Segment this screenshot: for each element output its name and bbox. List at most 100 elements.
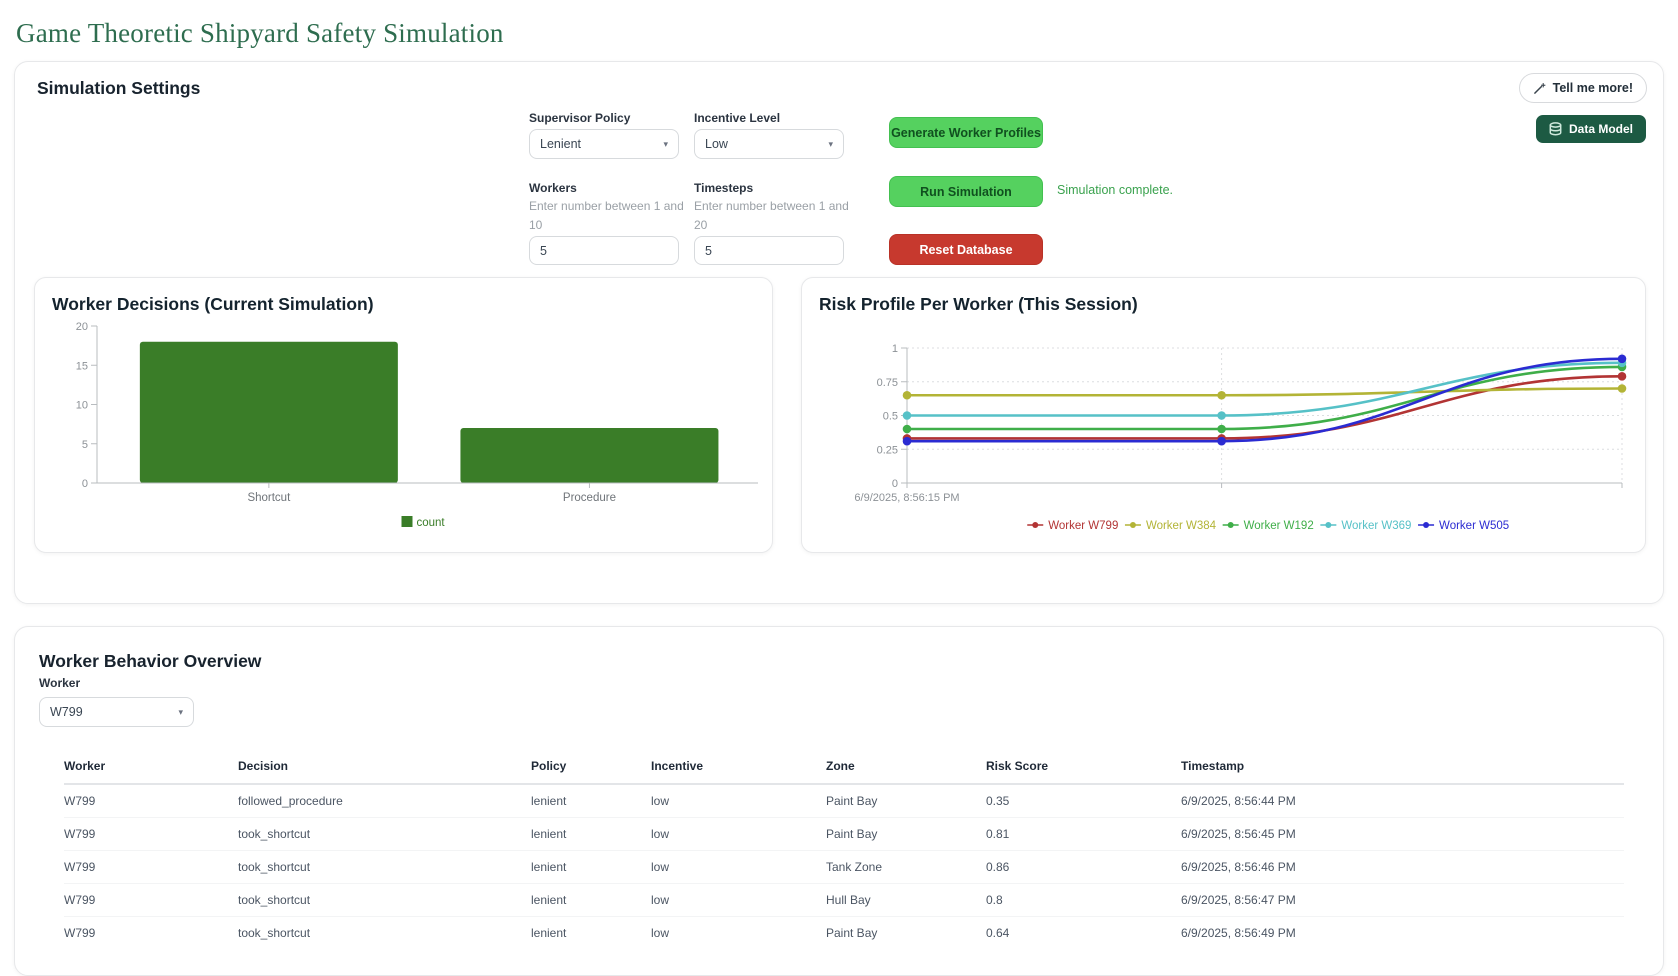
series-point (1617, 372, 1627, 381)
table-cell: 6/9/2025, 8:56:46 PM (1181, 850, 1624, 884)
line-chart-title: Risk Profile Per Worker (This Session) (819, 294, 1138, 314)
incentive-level-value: Low (705, 137, 728, 151)
supervisor-policy-select[interactable]: Lenient ▾ (529, 129, 679, 159)
reset-database-button[interactable]: Reset Database (889, 234, 1043, 265)
worker-behavior-overview-panel: Worker Behavior Overview Worker W799 ▾ W… (14, 626, 1664, 976)
supervisor-policy-label: Supervisor Policy (529, 111, 631, 125)
table-cell: lenient (531, 883, 651, 917)
workers-label: Workers (529, 181, 577, 195)
y-tick-label: 0.75 (877, 377, 898, 389)
legend-label: Worker W799 (1048, 520, 1118, 532)
table-cell: W799 (64, 784, 238, 818)
table-row: W799 followed_procedure lenient low Paint Ba… (64, 784, 1624, 818)
table-cell: low (651, 850, 826, 884)
table-cell: 6/9/2025, 8:56:45 PM (1181, 817, 1624, 851)
table-cell: low (651, 883, 826, 917)
legend-item: Worker W799 (1027, 520, 1118, 532)
series-point (1217, 411, 1226, 420)
database-icon (1549, 122, 1562, 136)
incentive-level-select[interactable]: Low ▾ (694, 129, 844, 159)
timesteps-helper: Enter number between 1 and 20 (694, 199, 849, 232)
table-column-header: Decision (238, 753, 531, 785)
legend-label: Worker W192 (1244, 520, 1314, 532)
data-model-button[interactable]: Data Model (1535, 115, 1646, 143)
worker-select-label: Worker (39, 676, 81, 690)
series-line (907, 357, 1623, 443)
table-cell: Paint Bay (826, 925, 878, 940)
y-tick-label: 5 (82, 439, 88, 451)
workers-input[interactable] (529, 236, 679, 265)
series-point (1617, 384, 1627, 393)
bar-shortcut (139, 341, 398, 483)
table-cell: 0.86 (986, 850, 1181, 884)
bar-procedure (460, 428, 719, 483)
y-tick-label: 10 (76, 400, 88, 412)
table-column-header: Timestamp (1181, 753, 1624, 785)
table-cell: lenient (531, 784, 651, 818)
chevron-down-icon: ▾ (663, 138, 668, 149)
x-tick-label: 6/9/2025, 8:56:15 PM (854, 492, 959, 504)
table-cell: W799 (64, 850, 238, 884)
legend-swatch (401, 516, 413, 527)
series-line (907, 365, 1623, 431)
series-line (907, 375, 1623, 440)
simulation-status-text: Simulation complete. (1057, 183, 1174, 197)
series-line (907, 387, 1623, 397)
table-row: W799 took_shortcut lenient low Hull Bay 0.8 6/… (64, 883, 1624, 917)
series-point (902, 411, 912, 420)
table-cell: 0.64 (986, 925, 1010, 940)
series-point (1217, 390, 1226, 400)
simulation-settings-panel: Simulation Settings Supervisor Policy Le… (14, 61, 1664, 604)
table-cell: 0.8 (986, 883, 1181, 917)
x-category-label: Shortcut (247, 492, 291, 504)
worker-behavior-table: Worker Decision Policy Incentive Zone Risk Sc… (64, 753, 1624, 949)
legend-label: count (417, 517, 446, 529)
run-simulation-button[interactable]: Run Simulation (889, 176, 1043, 207)
worker-decisions-chart-card: Worker Decisions (Current Simulation) 0 5… (34, 277, 773, 553)
table-cell: Paint Bay (826, 784, 986, 818)
y-tick-label: 0.25 (877, 444, 898, 456)
table-column-header: Risk Score (986, 753, 1181, 785)
table-column-header: Zone (826, 753, 986, 785)
series-point (902, 436, 912, 446)
timesteps-label: Timesteps (694, 181, 754, 195)
series-line (907, 361, 1623, 417)
legend-item: Worker W192 (1222, 520, 1314, 532)
page-title: Game Theoretic Shipyard Safety Simulatio… (16, 18, 504, 48)
table-cell: low (651, 784, 826, 818)
table-column-header: Worker (64, 753, 238, 785)
series-point (1217, 424, 1226, 434)
magic-wand-icon (1533, 82, 1545, 94)
bar-chart-title: Worker Decisions (Current Simulation) (52, 294, 374, 314)
series-point (1217, 436, 1226, 446)
table-cell: followed_procedure (238, 784, 531, 818)
table-cell: 6/9/2025, 8:56:47 PM (1181, 883, 1624, 917)
legend-item: Worker W505 (1418, 520, 1509, 532)
legend-item: Worker W384 (1124, 520, 1217, 532)
table-cell: took_shortcut (238, 817, 531, 851)
tell-me-more-button[interactable]: Tell me more! (1518, 73, 1647, 103)
x-category-label: Procedure (563, 492, 616, 504)
series-point (902, 424, 912, 434)
table-cell: took_shortcut (238, 925, 311, 940)
y-tick-label: 0 (82, 478, 88, 490)
y-tick-label: 0.5 (883, 411, 898, 423)
table-cell: took_shortcut (238, 850, 531, 884)
workers-helper: Enter number between 1 and 10 (529, 199, 684, 232)
generate-worker-profiles-button[interactable]: Generate Worker Profiles (889, 117, 1043, 148)
table-cell: 0.81 (986, 817, 1181, 851)
table-cell: lenient (531, 817, 651, 851)
series-point (1617, 354, 1627, 364)
overview-heading: Worker Behavior Overview (39, 651, 262, 671)
table-column-header: Incentive (651, 753, 826, 785)
series-point (902, 390, 912, 400)
y-tick-label: 1 (892, 343, 898, 355)
timesteps-input[interactable] (694, 236, 844, 265)
table-cell: Hull Bay (826, 883, 986, 917)
table-cell: took_shortcut (238, 883, 531, 917)
worker-select[interactable]: W799 ▾ (39, 697, 194, 727)
incentive-level-label: Incentive Level (694, 111, 781, 125)
y-tick-label: 0 (892, 478, 898, 490)
y-tick-label: 15 (76, 360, 88, 372)
legend-label: Worker W369 (1341, 520, 1411, 532)
